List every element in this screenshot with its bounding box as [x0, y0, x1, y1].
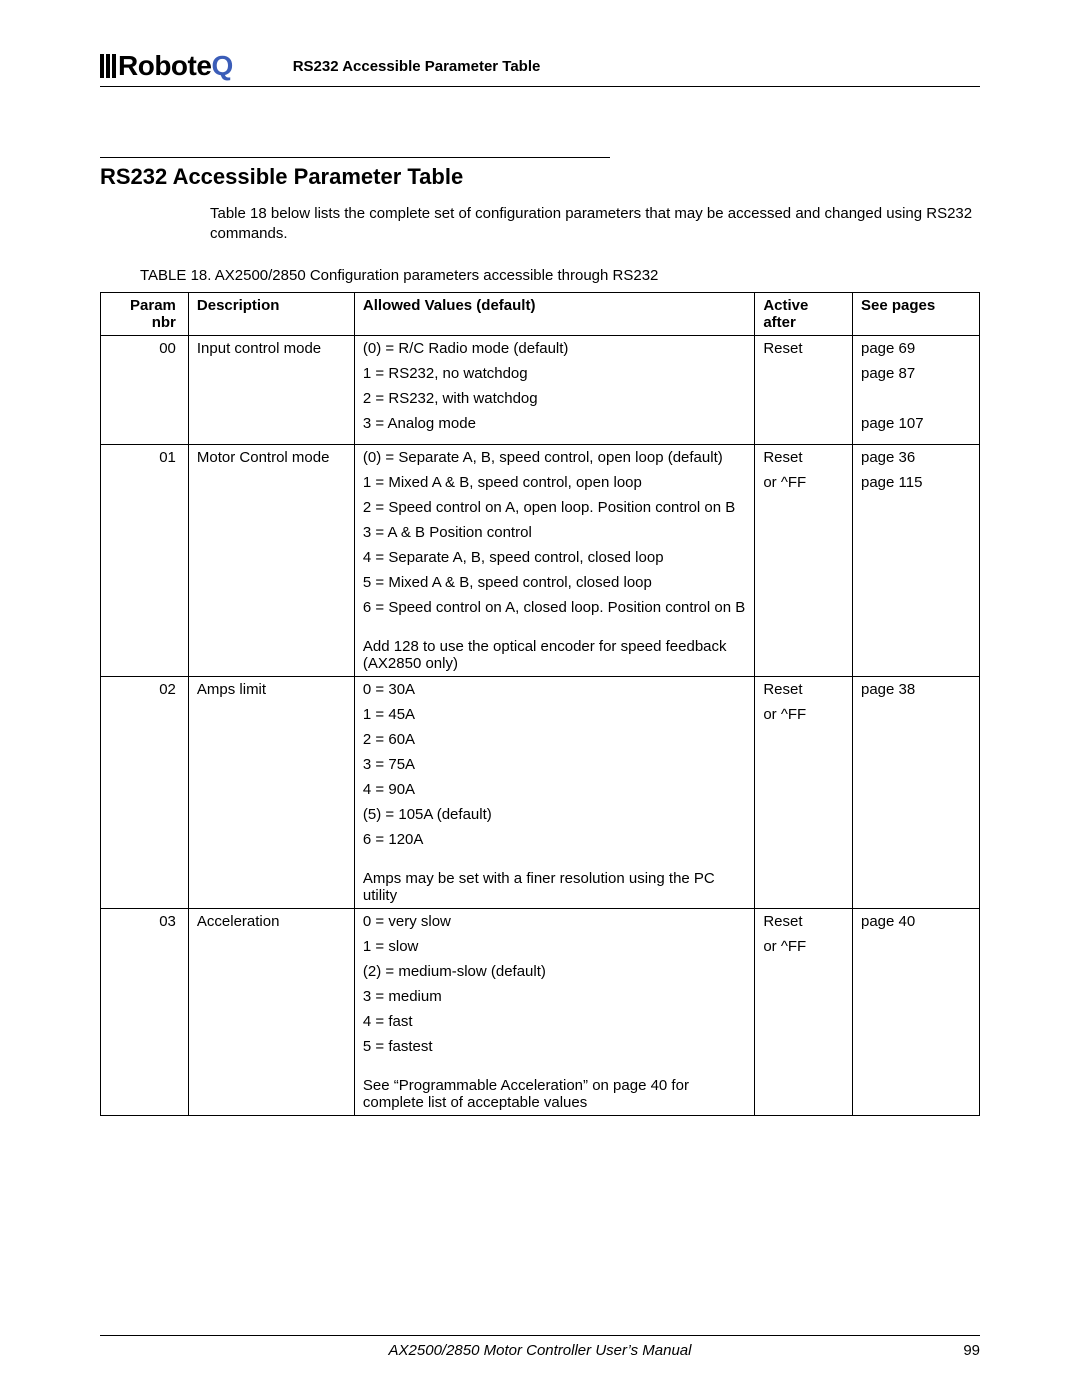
- value-line: 4 = Separate A, B, speed control, closed…: [363, 549, 746, 566]
- value-note: Amps may be set with a finer resolution …: [363, 870, 746, 904]
- table-row: 03Acceleration 0 = very slow 1 = slow (2) =…: [101, 908, 980, 1115]
- value-line: 3 = medium: [363, 988, 746, 1005]
- value-note: Add 128 to use the optical encoder for s…: [363, 638, 746, 672]
- logo: RoboteQ: [100, 50, 233, 82]
- col-header-desc: Description: [188, 292, 354, 335]
- active-line: or ^FF: [763, 706, 844, 723]
- logo-text-q: Q: [211, 50, 232, 82]
- cell-param: 01: [101, 444, 189, 676]
- value-line: 4 = fast: [363, 1013, 746, 1030]
- cell-description: Amps limit: [188, 676, 354, 908]
- logo-text-main: Robote: [118, 50, 211, 82]
- active-line: Reset: [763, 913, 844, 930]
- col-header-active: Active after: [755, 292, 853, 335]
- active-line: or ^FF: [763, 474, 844, 491]
- table-caption: TABLE 18. AX2500/2850 Configuration para…: [140, 267, 980, 284]
- header-title: RS232 Accessible Parameter Table: [293, 58, 541, 75]
- value-line: 2 = Speed control on A, open loop. Posit…: [363, 499, 746, 516]
- value-line: 6 = 120A: [363, 831, 746, 848]
- value-line: (0) = Separate A, B, speed control, open…: [363, 449, 746, 466]
- active-line: Reset: [763, 681, 844, 698]
- logo-bars-icon: [100, 54, 116, 78]
- value-note: See “Programmable Acceleration” on page …: [363, 1077, 746, 1111]
- table-row: 01Motor Control mode (0) = Separate A, B,…: [101, 444, 980, 676]
- col-header-pages: See pages: [853, 292, 980, 335]
- parameter-table: Param nbr Description Allowed Values (de…: [100, 292, 980, 1116]
- value-line: (0) = R/C Radio mode (default): [363, 340, 746, 357]
- footer-manual: AX2500/2850 Motor Controller User’s Manu…: [389, 1342, 692, 1359]
- col-header-vals: Allowed Values (default): [354, 292, 754, 335]
- value-line: 2 = 60A: [363, 731, 746, 748]
- value-line: 1 = RS232, no watchdog: [363, 365, 746, 382]
- cell-active-after: Reset: [755, 335, 853, 444]
- active-line: Reset: [763, 340, 844, 357]
- value-line: 1 = 45A: [363, 706, 746, 723]
- active-line: Reset: [763, 449, 844, 466]
- intro-text: Table 18 below lists the complete set of…: [210, 204, 980, 245]
- value-line: 6 = Speed control on A, closed loop. Pos…: [363, 599, 746, 616]
- cell-see-pages: page 38: [853, 676, 980, 908]
- active-line: or ^FF: [763, 938, 844, 955]
- cell-description: Acceleration: [188, 908, 354, 1115]
- cell-active-after: Reset or ^FF: [755, 908, 853, 1115]
- cell-allowed-values: 0 = very slow 1 = slow (2) = medium-slow (…: [354, 908, 754, 1115]
- cell-allowed-values: (0) = Separate A, B, speed control, open…: [354, 444, 754, 676]
- table-row: 00Input control mode(0) = R/C Radio mode…: [101, 335, 980, 444]
- page-ref: page 87: [861, 365, 971, 382]
- page-ref: page 38: [861, 681, 971, 698]
- value-line: 0 = 30A: [363, 681, 746, 698]
- cell-active-after: Reset or ^FF: [755, 676, 853, 908]
- cell-allowed-values: 0 = 30A 1 = 45A 2 = 60A 3 = 75A 4 = 90A (5) =…: [354, 676, 754, 908]
- value-line: 3 = Analog mode: [363, 415, 746, 432]
- footer-page-number: 99: [963, 1342, 980, 1359]
- page-ref: page 107: [861, 415, 971, 432]
- value-line: 3 = A & B Position control: [363, 524, 746, 541]
- cell-description: Input control mode: [188, 335, 354, 444]
- value-line: 2 = RS232, with watchdog: [363, 390, 746, 407]
- cell-param: 00: [101, 335, 189, 444]
- cell-see-pages: page 69 page 87 page 107: [853, 335, 980, 444]
- page-ref: page 69: [861, 340, 971, 357]
- value-line: 0 = very slow: [363, 913, 746, 930]
- page-ref: [861, 390, 971, 407]
- value-line: 4 = 90A: [363, 781, 746, 798]
- page-ref: page 115: [861, 474, 971, 491]
- cell-param: 03: [101, 908, 189, 1115]
- cell-active-after: Reset or ^FF: [755, 444, 853, 676]
- value-line: 1 = slow: [363, 938, 746, 955]
- col-header-param: Param nbr: [101, 292, 189, 335]
- value-line: 3 = 75A: [363, 756, 746, 773]
- table-header-row: Param nbr Description Allowed Values (de…: [101, 292, 980, 335]
- cell-description: Motor Control mode: [188, 444, 354, 676]
- value-line: 1 = Mixed A & B, speed control, open loo…: [363, 474, 746, 491]
- value-line: (5) = 105A (default): [363, 806, 746, 823]
- section-title: RS232 Accessible Parameter Table: [100, 157, 610, 190]
- cell-allowed-values: (0) = R/C Radio mode (default) 1 = RS232,…: [354, 335, 754, 444]
- table-row: 02Amps limit 0 = 30A 1 = 45A 2 = 60A 3 = 75A…: [101, 676, 980, 908]
- value-line: 5 = fastest: [363, 1038, 746, 1055]
- cell-param: 02: [101, 676, 189, 908]
- value-line: 5 = Mixed A & B, speed control, closed l…: [363, 574, 746, 591]
- page-ref: page 36: [861, 449, 971, 466]
- page-header: RoboteQ RS232 Accessible Parameter Table: [100, 50, 980, 87]
- cell-see-pages: page 36 page 115: [853, 444, 980, 676]
- page-ref: page 40: [861, 913, 971, 930]
- cell-see-pages: page 40: [853, 908, 980, 1115]
- value-line: (2) = medium-slow (default): [363, 963, 746, 980]
- page-footer: AX2500/2850 Motor Controller User’s Manu…: [100, 1335, 980, 1359]
